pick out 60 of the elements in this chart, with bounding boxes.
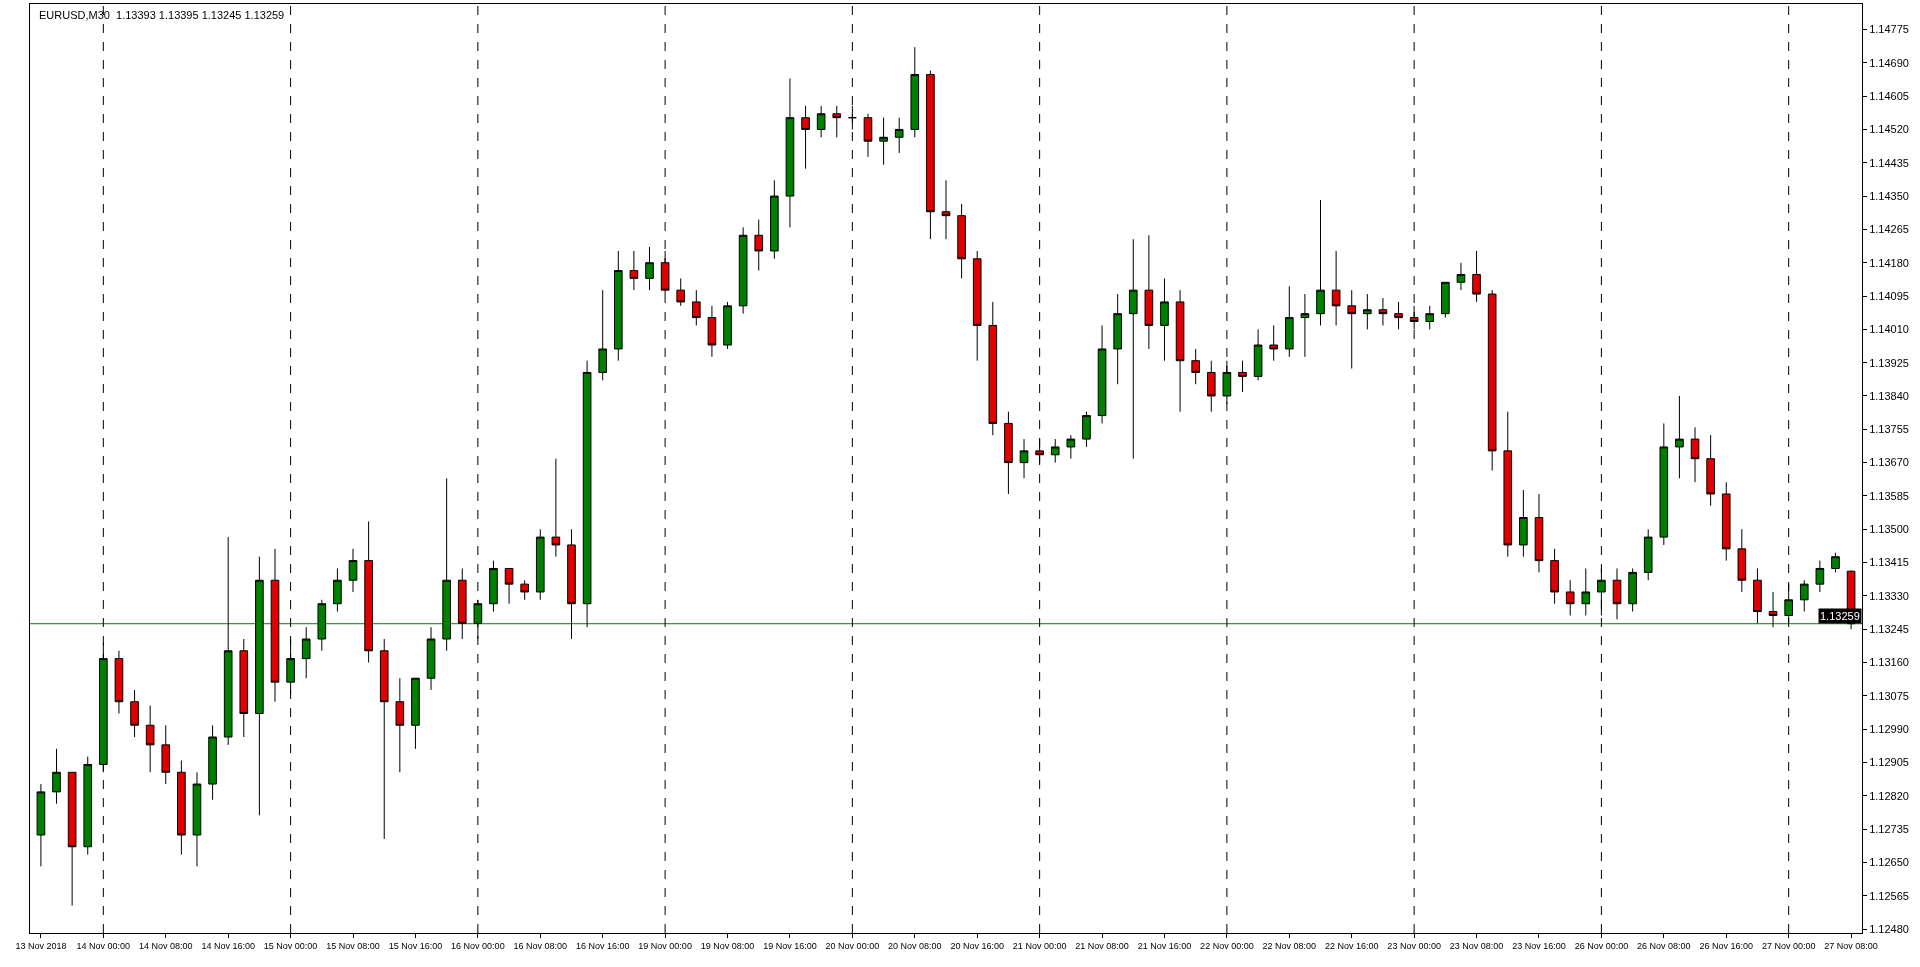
x-tick-label: 21 Nov 08:00 [1075,940,1129,951]
y-tick-label: 1.13840 [1869,389,1909,402]
y-tick-label: 1.14435 [1869,156,1909,169]
y-tick-label: 1.14265 [1869,223,1909,236]
x-tick-label: 14 Nov 08:00 [138,940,193,951]
x-tick-label: 22 Nov 00:00 [1200,940,1254,951]
y-tick-label: 1.13925 [1869,356,1909,369]
y-tick-label: 1.13245 [1869,623,1909,636]
y-tick-label: 1.12905 [1869,756,1909,769]
x-tick-label: 23 Nov 00:00 [1387,940,1441,951]
x-tick-label: 19 Nov 00:00 [638,940,692,951]
x-tick-label: 26 Nov 16:00 [1699,940,1754,951]
y-tick-label: 1.14520 [1869,123,1909,136]
x-tick-label: 26 Nov 00:00 [1574,940,1629,951]
x-tick-label: 20 Nov 16:00 [950,940,1004,951]
y-tick-label: 1.12480 [1869,922,1909,935]
x-tick-label: 27 Nov 00:00 [1761,940,1816,951]
x-tick-label: 22 Nov 16:00 [1324,940,1379,951]
x-tick-label: 16 Nov 00:00 [451,940,505,951]
y-tick-label: 1.14605 [1869,89,1909,102]
y-tick-label: 1.13500 [1869,523,1909,536]
y-tick-label: 1.12565 [1869,889,1909,902]
y-tick-label: 1.13160 [1869,656,1909,669]
y-tick-label: 1.14350 [1869,189,1909,202]
x-tick-label: 16 Nov 08:00 [513,940,568,951]
y-tick-label: 1.14180 [1869,256,1909,269]
y-tick-label: 1.12990 [1869,723,1909,736]
x-tick-label: 23 Nov 08:00 [1449,940,1504,951]
x-tick-label: 14 Nov 16:00 [201,940,255,951]
y-tick-label: 1.13330 [1869,589,1909,602]
y-tick-label: 1.13415 [1869,556,1909,569]
x-tick-label: 16 Nov 16:00 [575,940,630,951]
x-tick-label: 26 Nov 08:00 [1637,940,1691,951]
y-tick-label: 1.14690 [1869,56,1909,69]
y-tick-label: 1.14775 [1869,23,1909,36]
y-tick-label: 1.14010 [1869,323,1909,336]
x-tick-label: 27 Nov 08:00 [1824,940,1878,951]
y-tick-label: 1.12820 [1869,789,1909,802]
y-tick-label: 1.13075 [1869,689,1909,702]
y-tick-label: 1.12650 [1869,856,1909,869]
y-tick-label: 1.13755 [1869,423,1909,436]
x-tick-label: 23 Nov 16:00 [1512,940,1566,951]
y-tick-label: 1.14095 [1869,289,1909,302]
x-tick-label: 21 Nov 16:00 [1137,940,1192,951]
x-tick-label: 22 Nov 08:00 [1262,940,1317,951]
x-tick-label: 20 Nov 00:00 [825,940,880,951]
ref-line-label: 1.13259 [1820,610,1860,622]
x-tick-label: 15 Nov 00:00 [263,940,318,951]
x-tick-label: 21 Nov 00:00 [1012,940,1067,951]
chart-title: EURUSD,M30 1.13393 1.13395 1.13245 1.13259 [39,9,285,21]
y-tick-label: 1.13670 [1869,456,1909,469]
y-tick-label: 1.12735 [1869,822,1909,835]
x-tick-label: 14 Nov 00:00 [76,940,131,951]
x-tick-label: 19 Nov 16:00 [763,940,817,951]
x-tick-label: 19 Nov 08:00 [700,940,755,951]
y-tick-label: 1.13585 [1869,489,1909,502]
x-tick-label: 20 Nov 08:00 [888,940,942,951]
x-tick-label: 15 Nov 16:00 [388,940,443,951]
x-tick-label: 13 Nov 2018 [15,940,67,951]
x-tick-label: 15 Nov 08:00 [326,940,380,951]
